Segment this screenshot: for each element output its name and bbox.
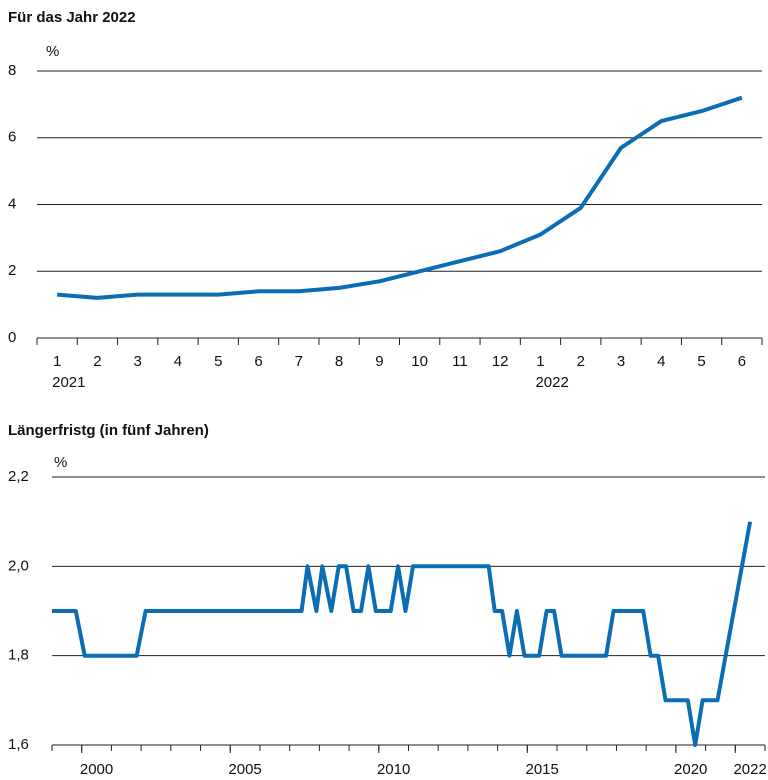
x-tick-label: 4	[657, 353, 665, 370]
x-tick-label: 6	[738, 353, 746, 370]
x-tick-label: 12	[492, 353, 509, 370]
x-tick-label: 9	[375, 353, 383, 370]
y-tick-label: 2	[8, 262, 16, 279]
y-unit: %	[54, 454, 67, 471]
data-line	[52, 521, 753, 747]
y-tick-label: 8	[8, 62, 16, 79]
x-tick-label: 11	[452, 353, 468, 370]
x-tick-label: 5	[697, 353, 705, 370]
y-tick-label: 2,2	[8, 468, 29, 485]
x-tick-label: 2	[93, 353, 101, 370]
x-tick-label: 1	[536, 353, 544, 370]
y-tick-label: 4	[8, 195, 16, 212]
y-unit: %	[46, 43, 59, 60]
x-tick-label: 2000	[80, 761, 113, 778]
y-tick-label: 1,6	[8, 736, 29, 753]
x-tick-label: 2010	[377, 761, 410, 778]
y-tick-label: 0	[8, 329, 16, 346]
x-tick-label: 4	[174, 353, 182, 370]
chart-title: Für das Jahr 2022	[8, 9, 136, 26]
x-year-label: 2022	[535, 374, 568, 391]
y-tick-label: 6	[8, 129, 16, 146]
x-year-label: 2021	[52, 374, 85, 391]
x-tick-label: 7	[295, 353, 303, 370]
x-tick-label: 2022	[733, 761, 766, 778]
chart-title: Längerfristg (in fünf Jahren)	[8, 422, 209, 439]
x-tick-label: 6	[254, 353, 262, 370]
x-tick-label: 2	[577, 353, 585, 370]
x-tick-label: 3	[134, 353, 142, 370]
x-tick-label: 2005	[228, 761, 261, 778]
x-tick-label: 2020	[674, 761, 707, 778]
x-tick-label: 10	[411, 353, 428, 370]
x-tick-label: 2015	[526, 761, 559, 778]
y-tick-label: 1,8	[8, 647, 29, 664]
y-tick-label: 2,0	[8, 557, 29, 574]
x-tick-label: 1	[53, 353, 61, 370]
data-line	[56, 95, 743, 300]
x-tick-label: 3	[617, 353, 625, 370]
x-tick-label: 8	[335, 353, 343, 370]
x-tick-label: 5	[214, 353, 222, 370]
